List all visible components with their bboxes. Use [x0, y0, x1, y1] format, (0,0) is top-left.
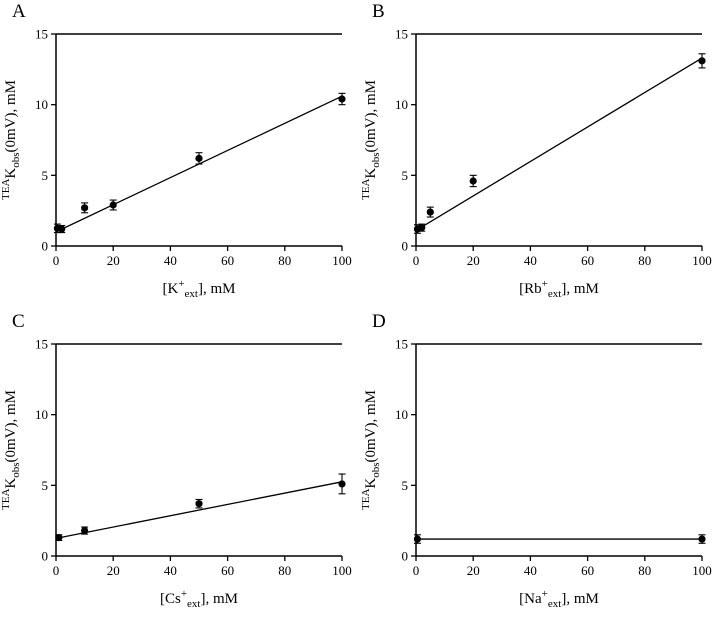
svg-text:100: 100: [332, 253, 352, 268]
plot-b-rubidium: 0 5 10 15 0 20 40 60 80 100 [Rb+ext], mM TEAKobs(0m…: [360, 27, 712, 301]
svg-text:10: 10: [395, 97, 408, 112]
svg-text:10: 10: [35, 407, 48, 422]
panel-a-label: A: [12, 1, 26, 22]
svg-text:0: 0: [402, 239, 409, 254]
panel-b: B 0 5 10 15 0 20 40 60 80 100 [Rb+ext], mM TEAKobs(…: [360, 0, 720, 309]
svg-text:15: 15: [395, 337, 408, 352]
panel-c-label: C: [12, 311, 25, 332]
panel-a: A 0 5 10 15 0 20 40 60 80 100 [K+ext], mM TEAKobs(0…: [0, 0, 360, 309]
svg-text:5: 5: [402, 478, 409, 493]
svg-text:TEAKobs(0mV), mM: TEAKobs(0mV), mM: [360, 390, 382, 510]
svg-text:60: 60: [221, 253, 234, 268]
svg-text:TEAKobs(0mV), mM: TEAKobs(0mV), mM: [0, 390, 22, 510]
svg-text:80: 80: [638, 253, 651, 268]
svg-text:5: 5: [42, 478, 49, 493]
svg-text:[Na+ext], mM: [Na+ext], mM: [519, 588, 599, 610]
plot-a-potassium: 0 5 10 15 0 20 40 60 80 100 [K+ext], mM TEAKobs(0mV…: [0, 27, 352, 301]
plot-c-cesium: 0 5 10 15 0 20 40 60 80 100 [Cs+ext], mM TEAKobs(0m…: [0, 337, 352, 611]
svg-text:10: 10: [395, 407, 408, 422]
svg-text:0: 0: [53, 563, 60, 578]
svg-text:20: 20: [107, 253, 120, 268]
svg-text:[Rb+ext], mM: [Rb+ext], mM: [519, 278, 599, 300]
svg-text:80: 80: [638, 563, 651, 578]
panel-d: D 0 5 10 15 0 20 40 60 80 100 [Na+ext], mM TEAKobs(…: [360, 310, 720, 619]
panel-c: C 0 5 10 15 0 20 40 60 80 100 [Cs+ext], mM TEAKobs(…: [0, 310, 360, 619]
svg-text:5: 5: [402, 168, 409, 183]
svg-text:100: 100: [692, 253, 712, 268]
svg-text:40: 40: [524, 253, 537, 268]
svg-text:40: 40: [164, 253, 177, 268]
svg-text:20: 20: [467, 253, 480, 268]
svg-text:80: 80: [278, 563, 291, 578]
svg-text:20: 20: [467, 563, 480, 578]
svg-text:0: 0: [413, 253, 420, 268]
svg-text:80: 80: [278, 253, 291, 268]
svg-text:40: 40: [524, 563, 537, 578]
svg-text:0: 0: [413, 563, 420, 578]
svg-text:40: 40: [164, 563, 177, 578]
svg-text:15: 15: [395, 27, 408, 42]
svg-text:TEAKobs(0mV), mM: TEAKobs(0mV), mM: [360, 80, 382, 200]
svg-text:20: 20: [107, 563, 120, 578]
svg-text:100: 100: [692, 563, 712, 578]
svg-text:15: 15: [35, 27, 48, 42]
svg-text:10: 10: [35, 97, 48, 112]
svg-text:0: 0: [402, 549, 409, 564]
panel-d-label: D: [372, 311, 386, 332]
svg-text:5: 5: [42, 168, 49, 183]
plot-d-sodium: 0 5 10 15 0 20 40 60 80 100 [Na+ext], mM TEAKobs(0m…: [360, 337, 712, 611]
panel-b-label: B: [372, 1, 385, 22]
svg-text:0: 0: [42, 239, 49, 254]
svg-text:15: 15: [35, 337, 48, 352]
svg-text:60: 60: [581, 253, 594, 268]
svg-text:[Cs+ext], mM: [Cs+ext], mM: [160, 588, 238, 610]
svg-text:TEAKobs(0mV), mM: TEAKobs(0mV), mM: [0, 80, 22, 200]
svg-text:100: 100: [332, 563, 352, 578]
svg-text:60: 60: [581, 563, 594, 578]
svg-text:60: 60: [221, 563, 234, 578]
svg-text:0: 0: [42, 549, 49, 564]
svg-text:0: 0: [53, 253, 60, 268]
svg-text:[K+ext], mM: [K+ext], mM: [163, 278, 236, 300]
